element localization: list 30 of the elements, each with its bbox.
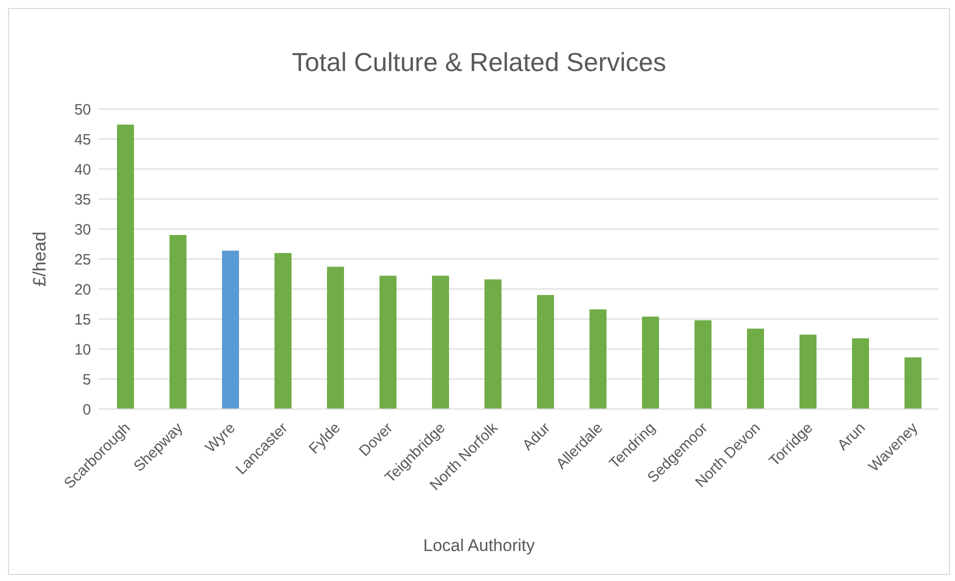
bar [642,316,659,409]
y-tick-label: 30 [74,221,91,238]
bar [800,334,816,409]
y-tick-label: 50 [74,101,91,118]
bar [747,328,764,409]
bar [117,124,134,409]
y-tick-label: 5 [82,371,91,388]
chart-title: Total Culture & Related Services [290,47,668,78]
bar [432,276,449,409]
y-axis-title: £/head [29,231,50,287]
y-tick-label: 0 [82,401,91,418]
bar [694,320,712,409]
y-tick-label: 35 [74,191,91,208]
y-tick-label: 45 [74,131,91,148]
y-tick-label: 15 [74,311,91,328]
y-tick-label: 40 [74,161,91,178]
bar [904,357,922,409]
bar [537,295,554,409]
bar [274,253,292,409]
x-axis-title: Local Authority [422,536,536,556]
bar [222,250,239,409]
y-tick-label: 25 [74,251,91,268]
bar [484,279,502,409]
y-tick-label: 10 [74,341,91,358]
bar [380,276,396,409]
bar [327,266,344,409]
y-tick-label: 20 [74,281,91,298]
bar [170,235,186,409]
bar [852,338,869,409]
bar [590,309,606,409]
